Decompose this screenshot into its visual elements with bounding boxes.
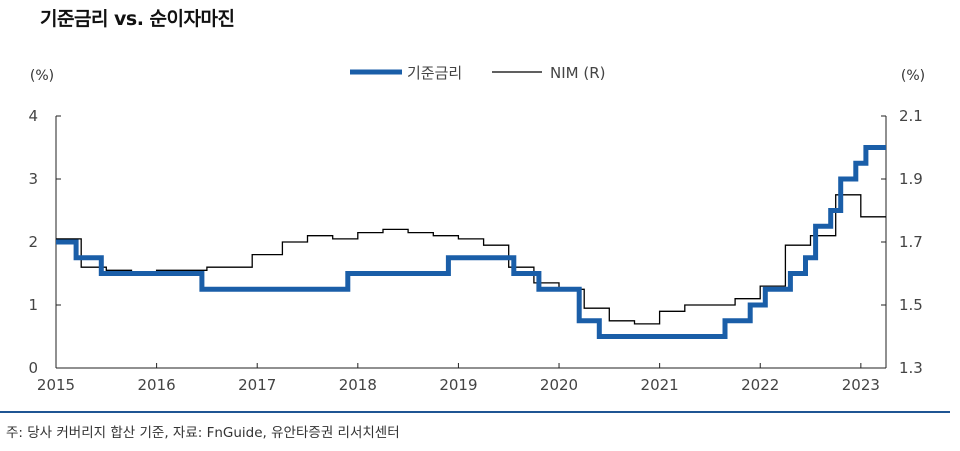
right-tick-label: 1.3 xyxy=(899,359,923,377)
chart-title: 기준금리 vs. 순이자마진 xyxy=(40,8,235,30)
x-tick-label: 2015 xyxy=(37,376,75,394)
series-nim-line xyxy=(56,194,886,325)
right-tick-label: 2.1 xyxy=(899,107,923,125)
left-tick-label: 4 xyxy=(28,107,38,125)
bottom-rule xyxy=(0,411,950,413)
left-tick-label: 2 xyxy=(28,233,38,251)
x-tick-label: 2022 xyxy=(741,376,779,394)
right-axis-unit: (%) xyxy=(901,68,925,84)
right-tick-label: 1.7 xyxy=(899,233,923,251)
axes: (%) (%) xyxy=(30,68,925,369)
x-tick-label: 2017 xyxy=(238,376,276,394)
ticks: 0 1 2 3 4 1.3 1.5 1.7 1.9 2.1 2015 2016 2017 2018 2019… xyxy=(28,107,922,394)
x-tick-label: 2023 xyxy=(842,376,880,394)
legend-base-rate-label: 기준금리 xyxy=(407,64,462,82)
right-tick-label: 1.5 xyxy=(899,296,923,314)
source-note: 주: 당사 커버리지 합산 기준, 자료: FnGuide, 유안타증권 리서치… xyxy=(6,425,400,441)
left-axis-unit: (%) xyxy=(30,68,54,84)
legend-nim-label: NIM (R) xyxy=(550,64,605,82)
left-tick-label: 3 xyxy=(28,170,38,188)
x-tick-label: 2019 xyxy=(439,376,477,394)
x-tick-label: 2020 xyxy=(540,376,578,394)
left-tick-label: 1 xyxy=(28,296,38,314)
x-tick-label: 2018 xyxy=(339,376,377,394)
left-tick-label: 0 xyxy=(28,359,38,377)
series-layer xyxy=(56,145,886,339)
series-base-rate-line xyxy=(56,145,886,339)
right-tick-label: 1.9 xyxy=(899,170,923,188)
x-tick-label: 2021 xyxy=(641,376,679,394)
x-tick-label: 2016 xyxy=(138,376,176,394)
legend: 기준금리 NIM (R) xyxy=(350,64,605,82)
chart-svg: (%) (%) 0 1 2 3 4 1.3 1.5 1.7 1.9 2.1 2015 2016 2017 2… xyxy=(28,64,925,394)
